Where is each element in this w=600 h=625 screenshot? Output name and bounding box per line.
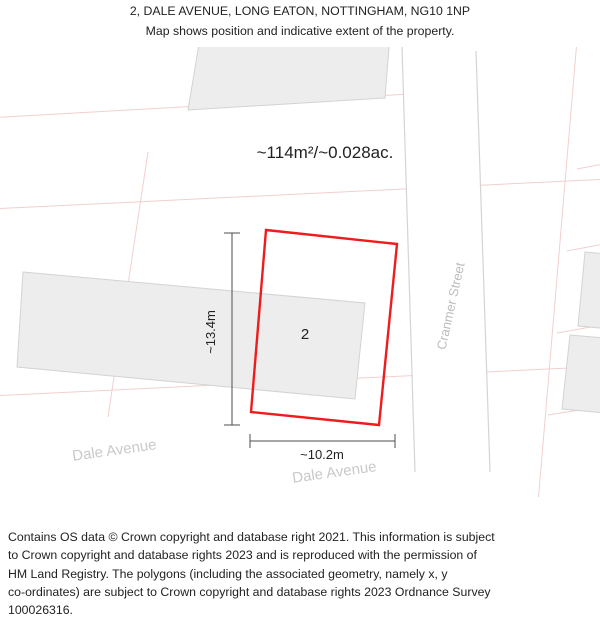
svg-text:~10.2m: ~10.2m [300, 447, 344, 462]
svg-text:~13.4m: ~13.4m [203, 310, 218, 354]
svg-text:Dale Avenue: Dale Avenue [291, 458, 377, 487]
svg-text:2: 2 [301, 326, 309, 343]
svg-text:Dale Avenue: Dale Avenue [71, 436, 157, 465]
svg-text:~114m²/~0.028ac.: ~114m²/~0.028ac. [257, 143, 394, 162]
